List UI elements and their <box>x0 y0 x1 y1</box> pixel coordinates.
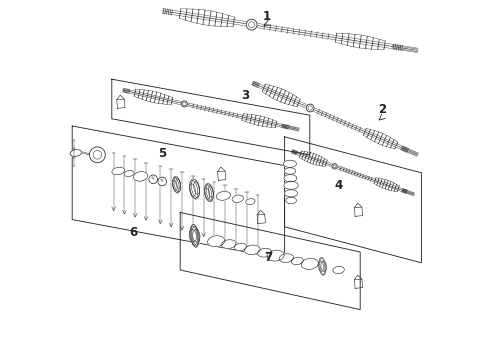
Ellipse shape <box>190 179 199 199</box>
Ellipse shape <box>193 230 200 242</box>
Ellipse shape <box>286 197 296 204</box>
Ellipse shape <box>285 190 297 197</box>
Ellipse shape <box>267 250 284 261</box>
Circle shape <box>90 147 105 163</box>
Text: 4: 4 <box>335 179 343 192</box>
Ellipse shape <box>191 224 199 247</box>
Ellipse shape <box>284 160 296 167</box>
Text: 5: 5 <box>158 147 166 159</box>
Ellipse shape <box>279 254 294 262</box>
Ellipse shape <box>205 188 210 199</box>
Ellipse shape <box>208 186 213 197</box>
Circle shape <box>149 175 157 184</box>
Ellipse shape <box>320 258 326 275</box>
Ellipse shape <box>206 184 214 201</box>
Ellipse shape <box>174 177 181 192</box>
Ellipse shape <box>301 258 319 269</box>
Ellipse shape <box>70 150 81 156</box>
Ellipse shape <box>232 195 244 202</box>
Ellipse shape <box>333 266 344 274</box>
Ellipse shape <box>208 236 225 247</box>
Ellipse shape <box>221 240 236 248</box>
Circle shape <box>181 101 187 107</box>
Ellipse shape <box>205 183 213 202</box>
Ellipse shape <box>319 258 325 275</box>
Circle shape <box>306 104 314 112</box>
Ellipse shape <box>190 184 196 196</box>
Ellipse shape <box>216 192 230 200</box>
Text: 6: 6 <box>129 226 138 239</box>
Ellipse shape <box>191 224 198 247</box>
Ellipse shape <box>133 172 148 181</box>
Ellipse shape <box>258 248 272 257</box>
Text: 7: 7 <box>264 251 272 264</box>
Circle shape <box>246 19 257 30</box>
Ellipse shape <box>172 180 177 190</box>
Ellipse shape <box>189 230 196 242</box>
Ellipse shape <box>112 167 124 175</box>
Ellipse shape <box>192 180 200 198</box>
Ellipse shape <box>321 261 327 271</box>
Ellipse shape <box>194 182 199 194</box>
Ellipse shape <box>124 171 134 176</box>
Text: 2: 2 <box>378 103 386 116</box>
Ellipse shape <box>190 180 198 198</box>
Ellipse shape <box>318 261 324 271</box>
Ellipse shape <box>190 226 197 245</box>
Circle shape <box>332 164 337 169</box>
Text: 1: 1 <box>263 10 270 23</box>
Circle shape <box>158 177 167 186</box>
Ellipse shape <box>235 243 247 251</box>
Ellipse shape <box>245 245 260 255</box>
Ellipse shape <box>291 257 303 265</box>
Ellipse shape <box>176 179 180 189</box>
Ellipse shape <box>246 199 255 204</box>
Ellipse shape <box>284 168 296 174</box>
Ellipse shape <box>204 185 212 201</box>
Ellipse shape <box>192 226 199 245</box>
Ellipse shape <box>284 181 298 189</box>
Text: 3: 3 <box>241 89 249 102</box>
Ellipse shape <box>173 176 180 193</box>
Ellipse shape <box>284 175 297 182</box>
Ellipse shape <box>172 178 179 193</box>
